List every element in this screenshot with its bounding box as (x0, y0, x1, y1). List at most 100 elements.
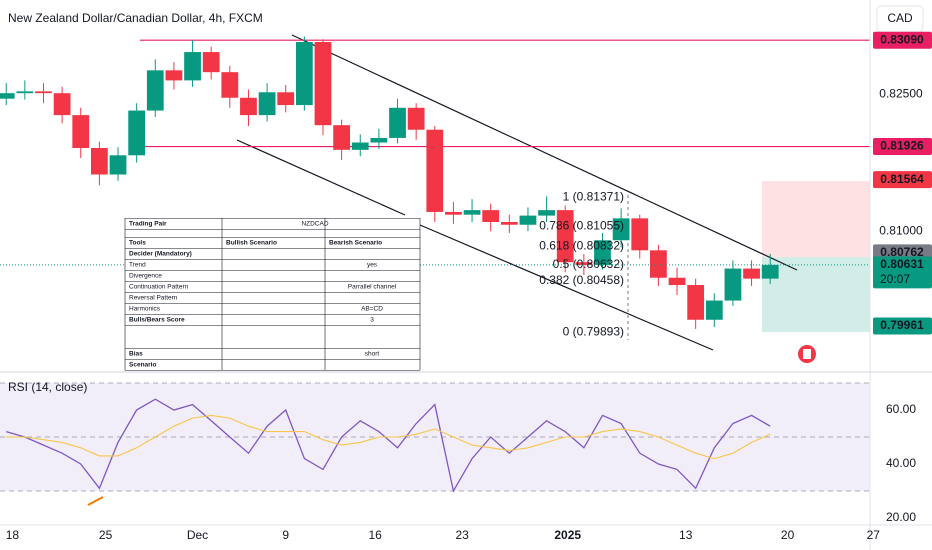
candle-body (184, 52, 201, 81)
divergence-mark (87, 496, 104, 506)
candle-body (519, 215, 537, 225)
y-tick-label: 0.81000 (879, 223, 923, 237)
candle-body (72, 115, 90, 148)
table-cell: Reversal Pattern (129, 295, 178, 302)
price-pane: 1 (0.81371) 0.786 (0.81055) 0.618 (0.80832… (0, 34, 870, 351)
fib-label: 0.5 (0.80632) (553, 257, 624, 271)
table-cell: Bulls/Bears Score (129, 317, 185, 324)
table-bg (125, 218, 420, 370)
fib-label: 1 (0.81371) (563, 189, 624, 203)
candle-body (575, 262, 593, 265)
table-cell: Tools (129, 240, 146, 247)
table-cell: Continuation Pattern (129, 284, 189, 291)
candle-body (556, 210, 574, 263)
fib-label: 0.382 (0.80458) (539, 273, 624, 287)
fib-label: 0.618 (0.80832) (539, 239, 624, 253)
table-cell: Scenario (129, 362, 156, 369)
x-tick-label: 9 (282, 528, 289, 542)
candle-body (612, 218, 630, 241)
fib-label: 0 (0.79893) (563, 324, 624, 338)
x-tick-label: 2025 (554, 528, 581, 542)
price-tag-label: 0.81926 (880, 139, 924, 153)
candle-body (221, 72, 239, 98)
candle-body (426, 129, 444, 212)
candle-body (165, 70, 183, 81)
candle-body (314, 42, 332, 126)
channel-lower (236, 139, 406, 216)
candle-body (240, 97, 257, 116)
table-cell: yes (367, 262, 378, 269)
candle-body (35, 91, 52, 94)
table-cell: Harmonics (129, 306, 161, 313)
x-tick-label: 20 (781, 528, 795, 542)
candle-body (705, 300, 723, 320)
rsi-line (6, 414, 771, 460)
table-cell: Bullish Scenario (226, 240, 277, 247)
fib-label: 0.786 (0.81055) (539, 218, 624, 232)
candle-body (0, 93, 15, 99)
table-cell: Trading Pair (129, 221, 167, 228)
table-cell: Bearish Scenario (329, 240, 382, 247)
target-zone (762, 257, 870, 332)
currency-label[interactable]: CAD (887, 11, 913, 25)
candle-body (482, 210, 500, 222)
y-tick-label: 20.00 (886, 510, 916, 524)
x-tick-label: 27 (867, 528, 881, 542)
table-cell: Bias (129, 351, 143, 358)
candle-body (109, 155, 127, 175)
price-tag-time: 20:07 (880, 272, 910, 286)
price-tag (873, 256, 932, 289)
x-tick-label: 23 (455, 528, 469, 542)
table-cell: Trend (129, 262, 146, 269)
price-tag (873, 171, 932, 189)
stop-zone (762, 181, 870, 257)
y-tick-label: 0.82500 (879, 86, 923, 100)
candle-body (277, 92, 295, 106)
table-cell: AB=CD (361, 306, 383, 313)
scenario-table: Trading Pair NZDCAD Tools Bullish Scenario B… (124, 218, 421, 371)
candle-body (500, 222, 518, 225)
candle-body (295, 42, 313, 106)
candle-body (445, 211, 462, 215)
price-tag-label: 0.79961 (880, 318, 924, 332)
candle-body (53, 93, 71, 116)
price-tag (873, 138, 932, 156)
x-tick-label: 13 (679, 528, 693, 542)
rsi-pane: RSI (14, close) (0, 371, 932, 506)
candle-body (650, 250, 667, 278)
candle-body (724, 268, 742, 301)
event-flag-center (803, 349, 811, 359)
event-icon[interactable] (798, 345, 816, 363)
candle-body (90, 148, 108, 175)
candle-body (687, 285, 705, 320)
candle-body (333, 125, 351, 150)
channel-upper (291, 34, 798, 271)
candle-body (668, 277, 686, 286)
x-tick-label: 16 (368, 528, 382, 542)
candle-body (351, 142, 369, 150)
candle-body (407, 107, 425, 130)
candle-body (743, 268, 760, 279)
price-tag-label: 0.81564 (880, 172, 924, 186)
candle-body (538, 210, 555, 216)
candle-body (594, 240, 611, 265)
candle-body (16, 91, 34, 94)
x-tick-label: 25 (99, 528, 113, 542)
channel-lower (419, 224, 714, 351)
y-tick-label: 40.00 (886, 456, 916, 470)
price-tag-label: 0.80762 (880, 245, 924, 259)
table-cell: short (365, 351, 380, 358)
x-tick-label: Dec (187, 528, 208, 542)
candle-body (202, 52, 220, 73)
price-tag (873, 317, 932, 335)
price-tag (873, 31, 932, 49)
candle-body (463, 210, 481, 215)
price-tag-label: 0.80631 (880, 257, 924, 271)
rsi-title: RSI (14, close) (8, 380, 87, 394)
table-cell: Decider (Mandatory) (129, 251, 192, 258)
price-tag-label: 0.83090 (880, 32, 924, 46)
candle-body (128, 110, 146, 156)
candle-body (761, 264, 779, 279)
